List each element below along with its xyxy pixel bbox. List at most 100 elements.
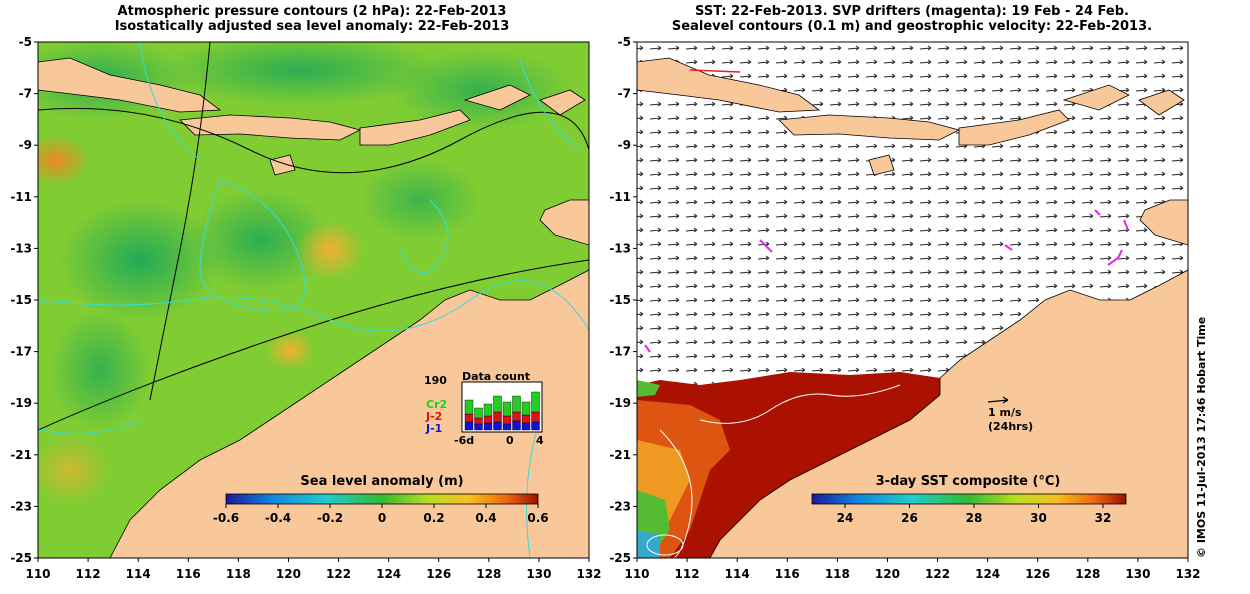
right-xtick-label: 124 [975,567,1000,581]
inset-series-j1: J-1 [425,422,442,435]
inset-bar [493,421,502,431]
inset-bar [531,411,540,423]
inset-bar [502,401,512,417]
left-cbtick-label: -0.6 [213,511,239,525]
inset-bar [512,395,521,413]
right-xtick-label: 112 [675,567,700,581]
left-xtick-label: 118 [226,567,251,581]
left-ytick-label: -17 [10,345,32,359]
right-xtick-label: 130 [1125,567,1150,581]
right-title-line1: SST: 22-Feb-2013. SVP drifters (magenta)… [695,4,1129,19]
left-ytick-label: -5 [19,35,32,49]
right-xtick-label: 128 [1075,567,1100,581]
right-ytick-label: -19 [609,396,631,410]
inset-xtick-0: -6d [454,434,474,447]
left-xtick-label: 110 [25,567,50,581]
inset-bar [531,421,540,431]
left-ytick-label: -19 [10,396,32,410]
inset-series-cr2: Cr2 [426,398,447,411]
inset-bar [521,401,531,416]
data-count-inset [461,381,543,433]
right-ytick-label: -7 [618,87,631,101]
right-panel: SST: 22-Feb-2013. SVP drifters (magenta)… [609,4,1200,581]
inset-bar [464,399,474,415]
inset-bar [483,415,493,424]
scale-label-duration: (24hrs) [988,420,1033,433]
right-colorbar-ticks: 24 26 28 30 32 [837,504,1112,525]
left-xtick-label: 124 [376,567,401,581]
inset-title: Data count [462,370,530,383]
left-title-line2: Isostatically adjusted sea level anomaly… [115,19,510,34]
left-xtick-label: 132 [576,567,601,581]
right-xtick-label: 114 [725,567,750,581]
right-ytick-label: -25 [609,551,631,565]
left-xtick-label: 128 [476,567,501,581]
inset-bar [521,422,531,431]
right-xtick-label: 122 [925,567,950,581]
inset-bar [464,413,474,423]
inset-bar [531,391,540,413]
inset-bar [512,411,521,422]
inset-bar [474,407,483,419]
scale-label-speed: 1 m/s [988,406,1022,419]
right-ytick-label: -17 [609,345,631,359]
left-cbtick-label: 0.6 [527,511,548,525]
inset-bar [483,403,493,417]
left-title-line1: Atmospheric pressure contours (2 hPa): 2… [118,4,507,19]
right-map [637,42,1188,558]
left-ytick-label: -21 [10,448,32,462]
inset-bar [483,422,493,431]
right-ytick-label: -9 [618,138,631,152]
right-ytick-label: -21 [609,448,631,462]
right-ytick-label: -13 [609,241,631,255]
left-xtick-label: 122 [326,567,351,581]
inset-bar [502,415,512,425]
right-ytick-label: -5 [618,35,631,49]
left-xtick-label: 120 [276,567,301,581]
scale-arrow-icon [987,396,1009,404]
left-map [38,42,589,558]
inset-bar [512,420,521,431]
left-cbtick-label: -0.2 [317,511,343,525]
left-panel: Atmospheric pressure contours (2 hPa): 2… [10,4,601,581]
inset-bar [493,395,502,413]
left-xtick-label: 116 [176,567,201,581]
left-cbtick-label: -0.4 [265,511,291,525]
left-colorbar-ticks: -0.6 -0.4 -0.2 0 0.2 0.4 0.6 [213,504,549,525]
inset-bar [464,421,474,431]
right-ytick-label: -23 [609,499,631,513]
left-y-axis: -5 -7 -9 -11 -13 -15 -17 -19 -21 -23 -25 [10,35,38,565]
left-ytick-label: -15 [10,293,32,307]
left-ytick-label: -25 [10,551,32,565]
right-cbtick-label: 26 [901,511,918,525]
inset-series-j2: J-2 [425,410,442,423]
inset-bar [474,417,483,425]
left-cbtick-label: 0.4 [475,511,496,525]
right-title-line2: Sealevel contours (0.1 m) and geostrophi… [672,19,1152,34]
left-xtick-label: 130 [526,567,551,581]
credit-text: © IMOS 11-Jul-2013 17:46 Hobart Time [1195,317,1208,558]
left-xtick-label: 114 [126,567,151,581]
left-ytick-label: -7 [19,87,32,101]
right-cbtick-label: 32 [1095,511,1112,525]
left-cbtick-label: 0 [378,511,386,525]
left-xtick-label: 112 [76,567,101,581]
right-cbtick-label: 24 [837,511,854,525]
left-xtick-label: 126 [426,567,451,581]
right-xtick-label: 118 [825,567,850,581]
left-ytick-label: -13 [10,241,32,255]
right-xtick-label: 116 [775,567,800,581]
right-cbtick-label: 30 [1030,511,1047,525]
right-xtick-label: 132 [1175,567,1200,581]
inset-max-label: 190 [424,374,447,387]
right-xtick-label: 110 [624,567,649,581]
right-colorbar [811,493,1127,505]
inset-xtick-2: 4 [536,434,544,447]
right-xtick-label: 126 [1025,567,1050,581]
left-ytick-label: -23 [10,499,32,513]
left-cbtick-label: 0.2 [423,511,444,525]
inset-bar [521,414,531,424]
inset-bar [502,423,512,431]
left-ytick-label: -11 [10,190,32,204]
